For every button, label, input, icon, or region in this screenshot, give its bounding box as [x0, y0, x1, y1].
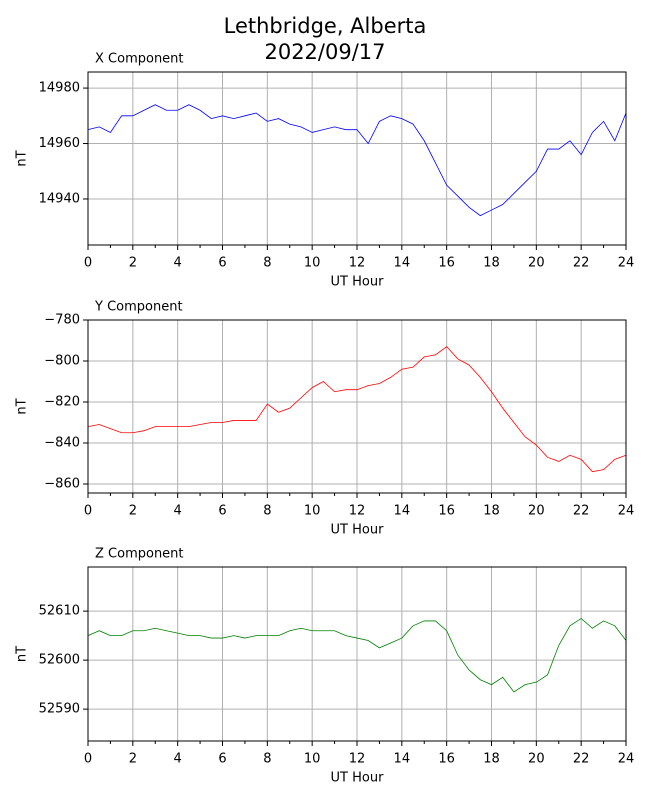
- y-axis-label: nT: [15, 646, 30, 662]
- x-axis-label: UT Hour: [331, 275, 385, 290]
- x-tick-label: 8: [263, 504, 271, 519]
- x-axis-label: UT Hour: [331, 771, 385, 786]
- x-tick-label: 2: [129, 256, 137, 271]
- x-tick-label: 4: [174, 256, 182, 271]
- x-tick-label: 22: [573, 256, 590, 271]
- panel-title: Z Component: [95, 547, 184, 562]
- y-axis-label: nT: [15, 150, 30, 166]
- x-tick-label: 14: [394, 752, 411, 767]
- y-tick-label: 52600: [39, 653, 80, 668]
- y-tick-label: 52610: [39, 604, 80, 619]
- data-line: [87, 346, 627, 473]
- y-axis-label: nT: [15, 398, 30, 414]
- data-line: [87, 617, 627, 693]
- data-line: [87, 104, 627, 217]
- y-tick-label: 14960: [39, 136, 80, 151]
- x-tick-label: 6: [218, 504, 226, 519]
- y-tick-label: −800: [44, 353, 80, 368]
- panel-title: Y Component: [94, 300, 183, 315]
- x-axis-label: UT Hour: [331, 523, 385, 538]
- x-tick-label: 16: [438, 256, 455, 271]
- y-tick-label: 52590: [39, 702, 80, 717]
- x-tick-label: 16: [438, 752, 455, 767]
- figure-subtitle: 2022/09/17: [264, 40, 385, 64]
- x-tick-label: 10: [304, 256, 321, 271]
- x-tick-label: 22: [573, 752, 590, 767]
- x-tick-label: 0: [84, 256, 92, 271]
- x-tick-label: 12: [349, 504, 366, 519]
- x-tick-label: 2: [129, 752, 137, 767]
- x-tick-label: 8: [263, 256, 271, 271]
- x-tick-label: 12: [349, 256, 366, 271]
- x-tick-label: 14: [394, 504, 411, 519]
- y-tick-label: 14940: [39, 191, 80, 206]
- x-tick-label: 18: [483, 752, 500, 767]
- x-tick-label: 12: [349, 752, 366, 767]
- x-tick-label: 0: [84, 504, 92, 519]
- x-tick-label: 6: [218, 752, 226, 767]
- x-tick-label: 22: [573, 504, 590, 519]
- x-tick-label: 8: [263, 752, 271, 767]
- plot-frame: [87, 566, 627, 742]
- figure-title: Lethbridge, Alberta: [224, 14, 427, 38]
- x-tick-label: 0: [84, 752, 92, 767]
- x-tick-label: 4: [174, 504, 182, 519]
- x-tick-label: 24: [618, 504, 635, 519]
- plot-frame: [87, 319, 627, 494]
- y-tick-label: −820: [44, 394, 80, 409]
- x-tick-label: 24: [618, 752, 635, 767]
- x-tick-label: 6: [218, 256, 226, 271]
- x-tick-label: 20: [528, 504, 545, 519]
- y-tick-label: 14980: [39, 81, 80, 96]
- plot-frame: [87, 71, 627, 246]
- x-tick-label: 18: [483, 504, 500, 519]
- x-tick-label: 20: [528, 752, 545, 767]
- panel-title: X Component: [95, 52, 184, 67]
- x-tick-label: 18: [483, 256, 500, 271]
- y-tick-label: −780: [44, 313, 80, 328]
- x-tick-label: 14: [394, 256, 411, 271]
- x-tick-label: 2: [129, 504, 137, 519]
- x-tick-label: 24: [618, 256, 635, 271]
- x-tick-label: 16: [438, 504, 455, 519]
- y-tick-label: −860: [44, 476, 80, 491]
- x-tick-label: 20: [528, 256, 545, 271]
- y-tick-label: −840: [44, 435, 80, 450]
- x-tick-label: 4: [174, 752, 182, 767]
- x-tick-label: 10: [304, 752, 321, 767]
- x-tick-label: 10: [304, 504, 321, 519]
